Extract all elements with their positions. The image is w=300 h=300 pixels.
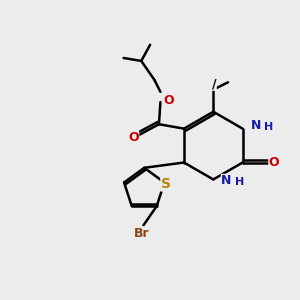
Text: O: O [164,94,174,107]
Text: Br: Br [134,227,150,240]
Text: /: / [212,77,216,90]
Text: N: N [221,174,232,188]
Text: H: H [264,122,273,132]
Text: O: O [269,156,279,169]
Text: N: N [251,119,261,132]
Text: H: H [235,177,244,188]
Text: O: O [128,131,139,144]
Text: S: S [161,177,171,191]
